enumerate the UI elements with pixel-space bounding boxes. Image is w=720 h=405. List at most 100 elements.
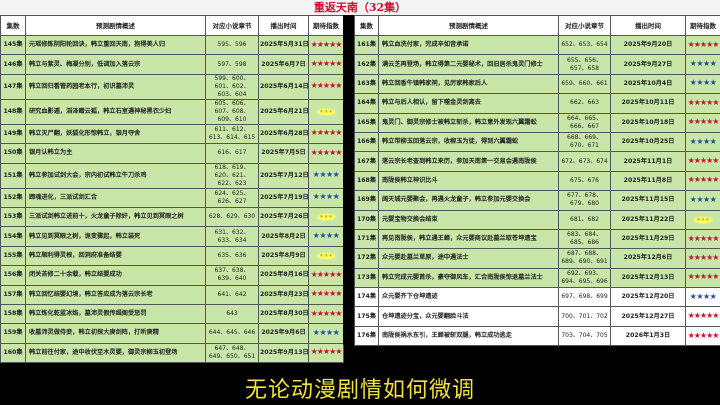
air-date: 2025年6月7日 bbox=[258, 54, 309, 75]
novel-chapters: 672、673、674 bbox=[558, 151, 611, 172]
episode-number: 166集 bbox=[354, 131, 379, 153]
air-date: 2025年7月5日 bbox=[258, 143, 309, 164]
star-rating-icon: ★★★★★ bbox=[687, 233, 720, 243]
air-date: 2025年9月27日 bbox=[610, 54, 686, 75]
plot-summary: 韩立血洗付家，完成辛如音承诺 bbox=[378, 34, 559, 56]
novel-chapters: 616、617 bbox=[205, 143, 259, 164]
air-date: 2025年9月6日 bbox=[258, 323, 309, 344]
star-rating-icon: ★★★★ bbox=[312, 170, 340, 180]
rating-cell: ★★★★★ bbox=[685, 325, 720, 347]
novel-chapters: 681、682 bbox=[558, 209, 611, 230]
novel-chapters: 595、596 bbox=[205, 34, 259, 56]
rating-cell: ★★★★ bbox=[308, 226, 344, 247]
novel-chapters: 647、648、649、650、651 bbox=[205, 342, 259, 364]
episode-number: 175集 bbox=[354, 306, 379, 327]
episode-number: 167集 bbox=[354, 151, 379, 172]
plot-summary: 韩立带柳玉回落云宗，收柳玉为徒，得到六翼霜蚣 bbox=[378, 131, 559, 153]
rating-cell: ★★★★★ bbox=[308, 34, 344, 56]
star-rating-icon: ★★★★★ bbox=[310, 39, 343, 49]
star-rating-icon: ★★★★★ bbox=[687, 252, 720, 262]
table-row: 159集 收墓沛灵做侍妾，韩立初探大庚剑阵，打听庚精 644、645、646 2025… bbox=[0, 323, 344, 344]
rating-cell: ★★★ bbox=[685, 209, 720, 230]
novel-chapters: 659、660、661 bbox=[558, 73, 611, 95]
video-subtitle: 无论动漫剧情如何微调 bbox=[244, 378, 475, 403]
rating-cell: ★★★★ bbox=[685, 73, 720, 95]
rating-cell: ★★★★★ bbox=[308, 123, 344, 145]
star-rating-icon: ★★★★ bbox=[689, 291, 717, 301]
air-date: 2025年7月26日 bbox=[258, 206, 309, 228]
table-row: 174集 众元婴齐下仓坤遗迹 697、698、699 2025年12月20日 ★★★★ bbox=[354, 287, 720, 308]
table-row: 167集 落云宗长老查到韩立来历，参加天南第一交易会遇南陇侯 672、673、674… bbox=[354, 151, 720, 172]
rating-cell: ★★★★ bbox=[685, 54, 720, 75]
rating-cell: ★★★★★ bbox=[685, 306, 720, 327]
rating-cell: ★★★★ bbox=[308, 187, 344, 208]
episode-number: 156集 bbox=[0, 265, 26, 286]
novel-chapters: 597、598 bbox=[205, 54, 259, 75]
star-rating-icon: ★★★★★ bbox=[310, 147, 343, 157]
table-row: 147集 韩立回归看管药园老本行，初识墓沛灵 599、600、601、602、603… bbox=[0, 73, 344, 100]
novel-chapters: 687、688、689、690、691 bbox=[558, 248, 611, 269]
star-rating-icon: ★★★★★ bbox=[310, 59, 343, 69]
table-row: 158集 韩立炼化乾蓝冰焰，墓沛灵假传缉阁受惩罚 643 2025年8月30日 ★★★★… bbox=[0, 303, 344, 325]
plot-summary: 韩立顺利得灵根，回洞府准备结婴 bbox=[25, 245, 206, 267]
episode-number: 150集 bbox=[0, 143, 26, 164]
table-row: 151集 韩立参加试剑大会，宗内初试韩立牛刀杀鸡 618、619、620、621、6… bbox=[0, 162, 344, 189]
table-row: 168集 南陇侯韩立神识比斗 675、676 2025年11月8日 ★★★★★ bbox=[354, 170, 720, 192]
novel-chapters: 599、600、601、602、603、604 bbox=[205, 73, 259, 100]
plot-summary: 元瑶修炼阴阳轮回诀，韩立重回天南，抱得美人归 bbox=[25, 34, 206, 56]
air-date: 2025年6月21日 bbox=[258, 98, 309, 125]
episode-number: 161集 bbox=[354, 34, 379, 56]
air-date: 2025年10月11日 bbox=[610, 93, 686, 114]
rating-cell: ★★★ bbox=[308, 98, 344, 125]
header-chapters: 对应小说章节 bbox=[205, 15, 259, 36]
episode-number: 157集 bbox=[0, 284, 26, 305]
air-date: 2025年12月27日 bbox=[610, 306, 686, 327]
table-row: 164集 韩立与后人相认，留下噬金灵剑离去 662、663 2025年10月11日 ★★… bbox=[354, 93, 720, 114]
table-row: 166集 韩立带柳玉回落云宗，收柳玉为徒，得到六翼霜蚣 668、669、670、67… bbox=[354, 131, 720, 153]
plot-summary: 再见南陇侯，韩立遇王蝉，众元婴商议赴墓兰取苍坤遗宝 bbox=[378, 228, 559, 250]
plot-summary: 阔天城元婴聚会，再遇火龙童子，韩立参加元婴交换会 bbox=[378, 190, 559, 211]
novel-chapters: 641、642 bbox=[205, 284, 259, 305]
episode-number: 176集 bbox=[354, 325, 379, 347]
episode-number: 170集 bbox=[354, 209, 379, 230]
rating-cell: ★★★★★ bbox=[308, 143, 344, 164]
air-date: 2025年11月8日 bbox=[610, 170, 686, 192]
table-divider bbox=[343, 15, 354, 345]
plot-summary: 韩立见到冥眼之树，诡变骤起，韩立装死 bbox=[25, 226, 206, 247]
novel-chapters: 697、698、699 bbox=[558, 287, 611, 308]
novel-chapters: 700、701、702 bbox=[558, 306, 611, 327]
table-row: 173集 韩立完成元婴首杀，豪夺御风车，汇合南陇侯惊退墓兰法士 692、693、69… bbox=[354, 267, 720, 289]
table-row: 157集 韩立回忆结婴幻境，韩立答应成为落云宗长老 641、642 2025年8月23… bbox=[0, 284, 344, 305]
star-rating-icon: ★★★★★ bbox=[687, 175, 720, 185]
plot-summary: 韩立回香牛镇韩家祠，见厉家韩家后人 bbox=[378, 73, 559, 95]
table-row: 175集 仓坤遗迹分宝，众元婴翻脸斗法 700、701、702 2025年12月27日… bbox=[354, 306, 720, 327]
episode-number: 147集 bbox=[0, 73, 26, 100]
novel-chapters: 662、663 bbox=[558, 93, 611, 114]
novel-chapters: 703、704、705 bbox=[558, 325, 611, 347]
star-rating-icon: ★★★★★ bbox=[310, 269, 343, 279]
plot-summary: 鬼灵门、御灵宗修士被韩立斩杀，韩立意外发现六翼霜蚣 bbox=[378, 112, 559, 133]
star-rating-icon: ★★★★★ bbox=[687, 272, 720, 282]
header-air-date: 播出时间 bbox=[610, 15, 686, 36]
star-rating-icon: ★★★★★ bbox=[687, 330, 720, 340]
rating-cell: ★★★★★ bbox=[685, 267, 720, 289]
novel-chapters: 644、645、646 bbox=[205, 323, 259, 344]
sheet-title: 重返天南（32集） bbox=[313, 1, 407, 14]
plot-summary: 韩立回忆结婴幻境，韩立答应成为落云宗长老 bbox=[25, 284, 206, 305]
air-date: 2025年8月2日 bbox=[258, 226, 309, 247]
plot-summary: 南陇侯祸水东引，王蝉被斩双腿，韩立成功逃走 bbox=[378, 325, 559, 347]
star-rating-icon: ★★★★ bbox=[689, 194, 717, 204]
rating-cell: ★★★★ bbox=[685, 287, 720, 308]
air-date: 2025年11月15日 bbox=[610, 190, 686, 211]
table-row: 170集 元婴宝物交换会结束 681、682 2025年11月22日 ★★★ bbox=[354, 209, 720, 230]
star-rating-icon: ★★★★★ bbox=[687, 39, 720, 49]
rating-cell: ★★★★ bbox=[308, 323, 344, 344]
table-row: 161集 韩立血洗付家，完成辛如音承诺 652、653、654 2025年9月20日 ★… bbox=[354, 34, 720, 56]
air-date: 2025年5月31日 bbox=[258, 34, 309, 56]
table-row: 148集 研究血影遁，滔泽赠云狐，韩立石室遇神秘黑衣少妇 605、606、607、6… bbox=[0, 98, 344, 125]
rating-cell: ★★★★★ bbox=[308, 342, 344, 364]
plot-summary: 满云芝再登场，韩立得第二元婴秘术，回旧居杀鬼灵门修士 bbox=[378, 54, 559, 75]
header-episode: 集数 bbox=[0, 15, 26, 36]
header-air-date: 播出时间 bbox=[258, 15, 309, 36]
novel-chapters: 683、684、685、686 bbox=[558, 228, 611, 250]
